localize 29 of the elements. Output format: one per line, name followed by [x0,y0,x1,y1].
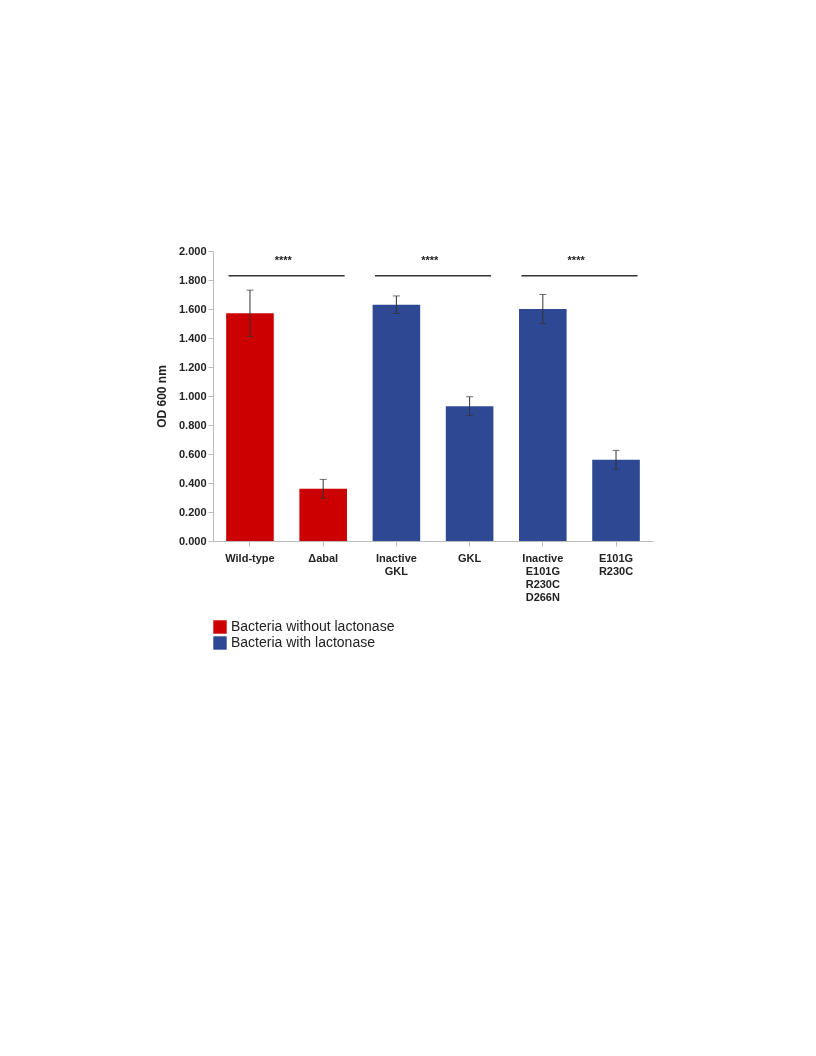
y-tick-label: 0.200 [178,505,207,518]
x-tick-label: E101G R230C [598,551,634,577]
bar [372,304,421,541]
legend-label: Bacteria with lactonase [231,634,376,650]
y-axis-title: OD 600 nm [154,365,169,428]
y-tick-label: 0.400 [178,476,207,489]
bar [226,313,274,541]
bar [592,459,640,541]
x-tick-label: Inactive GKL [375,551,417,577]
y-tick-label: 1.800 [178,273,207,286]
annotation: **** [567,254,586,267]
y-tick-label: 1.200 [178,360,207,373]
y-tick-label: 2.000 [178,244,207,257]
bar [445,406,494,541]
annotation: **** [421,254,439,267]
x-tick-label: GKL [457,551,482,564]
y-tick-label: 1.400 [178,331,207,344]
annotation: **** [274,254,293,267]
x-tick-label: Wild-type [225,551,275,564]
y-tick-label: 1.000 [178,389,207,402]
y-tick-label: 0.600 [178,447,207,460]
x-tick-label: Inactive E101G R230C D266N [522,551,564,603]
bar [519,309,567,541]
x-tick-label: Δabal [308,551,339,564]
y-tick-label: 0.000 [178,534,207,547]
bar [299,488,347,541]
y-tick-label: 0.800 [178,418,207,431]
legend-label: Bacteria without lactonase [231,618,395,634]
y-tick-label: 1.600 [178,302,207,315]
